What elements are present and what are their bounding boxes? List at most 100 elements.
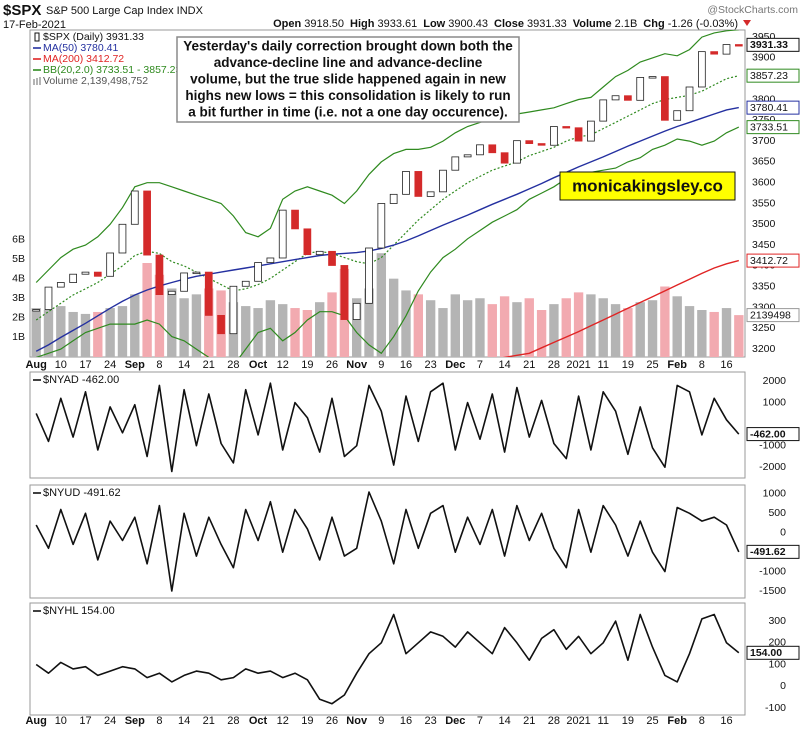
candle xyxy=(426,191,435,197)
volume-bar xyxy=(401,290,411,357)
bollinger-middle xyxy=(35,75,739,321)
volume-bar xyxy=(734,315,744,357)
x-tick-label: 24 xyxy=(104,715,116,727)
x-tick-label: Nov xyxy=(346,359,368,371)
volume-bar xyxy=(647,300,658,357)
candle xyxy=(315,250,324,256)
candle xyxy=(661,76,669,121)
volume-bar xyxy=(549,304,559,357)
y-tick-label: -1000 xyxy=(759,439,786,451)
last-value-box xyxy=(746,308,800,323)
y-tick-label: 1000 xyxy=(763,396,787,408)
panel-frame xyxy=(29,371,746,479)
volume-bar xyxy=(376,253,387,357)
volume-bar xyxy=(31,308,41,357)
y-tick-label: -1500 xyxy=(759,585,786,597)
volume-bar xyxy=(512,302,522,357)
candle xyxy=(377,203,386,249)
x-tick-label: 2021 xyxy=(566,359,590,371)
volume-tick-label: 5B xyxy=(12,253,25,265)
annotation-text: advance-decline line and advance-decline xyxy=(214,55,483,70)
ma200-legend: MA(200) 3412.72 xyxy=(43,53,124,65)
last-value-label: 2139498 xyxy=(750,309,791,321)
x-tick-label: 21 xyxy=(203,715,215,727)
x-tick-label: 19 xyxy=(301,359,313,371)
volume-legend: Volume 2,139,498,752 xyxy=(43,75,148,87)
volume-bar xyxy=(315,302,325,357)
candle xyxy=(574,127,583,142)
x-tick-label: 26 xyxy=(326,715,338,727)
y-tick-label: 3600 xyxy=(752,176,776,188)
panel-frame xyxy=(29,602,746,716)
x-tick-label: 25 xyxy=(646,715,658,727)
x-tick-label: Aug xyxy=(25,715,46,727)
candle xyxy=(143,190,151,256)
candle xyxy=(118,223,127,254)
quote-value: -1.26 (-0.03%) xyxy=(668,18,738,30)
volume-bar xyxy=(561,298,571,357)
quote: Open 3918.50 High 3933.61 Low 3900.43 Close 393… xyxy=(273,18,738,30)
last-value-label: 3780.41 xyxy=(750,102,788,114)
y-tick-label: 3550 xyxy=(752,197,776,209)
y-tick-label: 500 xyxy=(768,507,786,519)
volume-bar xyxy=(536,310,547,357)
x-tick-label: 16 xyxy=(400,359,412,371)
candle xyxy=(636,77,645,101)
x-tick-label: 16 xyxy=(400,715,412,727)
volume-bar xyxy=(167,288,177,357)
x-tick-label: 28 xyxy=(548,715,560,727)
volume-bar xyxy=(697,310,707,357)
volume-bar xyxy=(179,298,189,357)
volume-bar xyxy=(524,298,534,357)
legend-icon xyxy=(36,78,38,85)
x-tick-label: Oct xyxy=(249,359,268,371)
volume-bar xyxy=(450,294,460,357)
volume-bar xyxy=(327,292,337,357)
volume-bar xyxy=(364,288,374,357)
last-value-box xyxy=(746,37,800,52)
x-tick-label: Feb xyxy=(667,715,687,727)
candle xyxy=(229,285,238,335)
volume-bar xyxy=(684,306,695,357)
candle xyxy=(266,257,275,263)
x-tick-label: 8 xyxy=(156,359,162,371)
change-indicator xyxy=(743,20,751,26)
candle xyxy=(217,314,225,335)
volume-bar xyxy=(487,304,497,357)
volume-bar xyxy=(68,311,78,357)
x-tick-label: 21 xyxy=(523,715,535,727)
volume-tick-label: 4B xyxy=(12,272,25,284)
candle xyxy=(414,171,423,197)
quote-label: Chg xyxy=(643,18,664,30)
x-tick-label: Dec xyxy=(445,359,465,371)
x-tick-label: 11 xyxy=(598,715,609,727)
legend-icon xyxy=(39,77,41,85)
volume-bar xyxy=(43,310,54,357)
x-tick-label: 19 xyxy=(301,715,313,727)
x-tick-label: 26 xyxy=(326,359,338,371)
volume-bar xyxy=(388,278,399,357)
x-tick-label: 23 xyxy=(425,359,437,371)
volume-bar xyxy=(598,298,608,357)
quote-label: High xyxy=(350,18,375,30)
last-value-label: 3857.23 xyxy=(750,70,788,82)
x-tick-label: 14 xyxy=(178,359,190,371)
x-tick-label: 12 xyxy=(277,715,289,727)
y-tick-label: -1000 xyxy=(759,565,786,577)
candle xyxy=(44,286,53,310)
last-value-label: 3412.72 xyxy=(750,255,788,267)
candle xyxy=(365,247,373,304)
chart-date: 17-Feb-2021 xyxy=(3,19,66,31)
candle xyxy=(734,44,743,47)
volume-bar xyxy=(660,286,670,357)
volume-bar xyxy=(475,298,485,357)
candle xyxy=(537,143,546,146)
x-tick-label: 21 xyxy=(203,359,215,371)
quote-label: Open xyxy=(273,18,301,30)
x-tick-label: 19 xyxy=(622,359,634,371)
candle xyxy=(303,228,312,256)
x-tick-label: 10 xyxy=(55,715,67,727)
candle xyxy=(32,309,41,312)
moving-average xyxy=(502,259,739,357)
volume-bar xyxy=(351,298,362,357)
